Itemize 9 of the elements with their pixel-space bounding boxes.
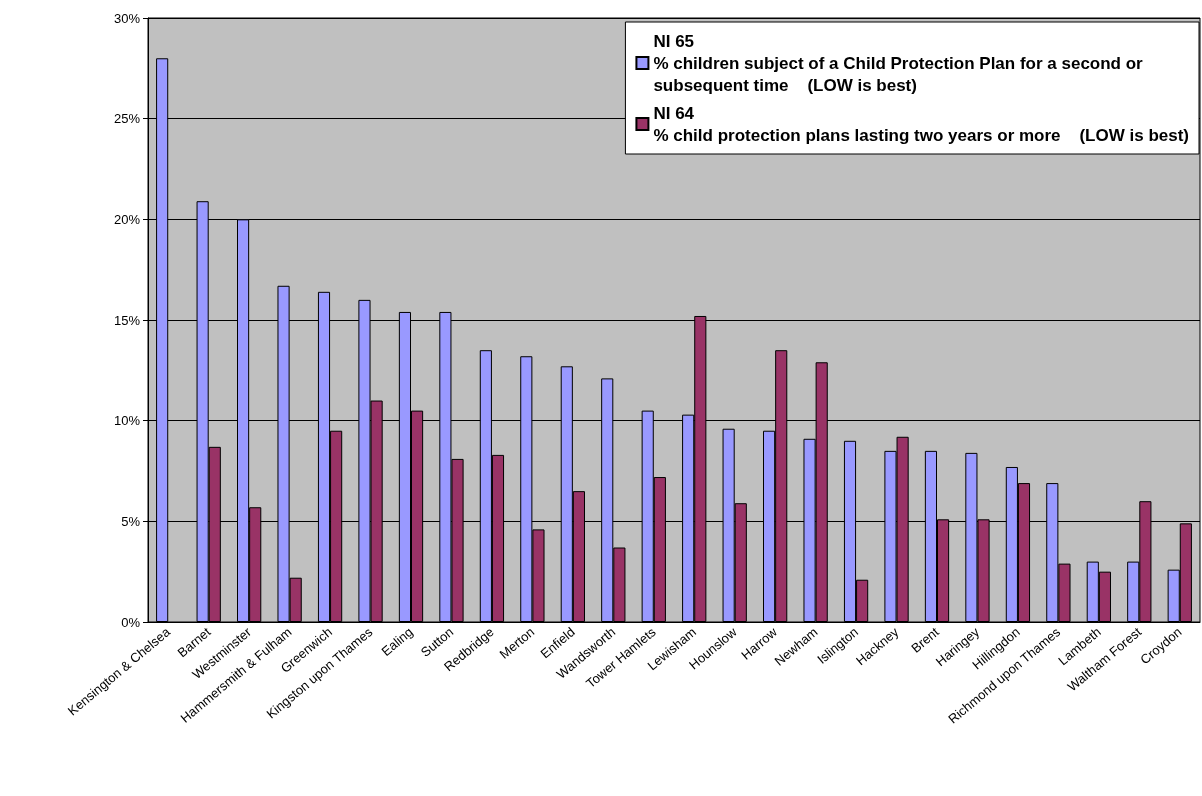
legend-label: NI 64 % child protection plans lasting two years or more (LOW is best): [653, 103, 1190, 145]
y-tick-label: 10%: [113, 413, 141, 429]
y-tick-label: 20%: [113, 211, 141, 227]
y-tick-label: 25%: [113, 111, 141, 127]
y-tick-label: 30%: [113, 10, 141, 26]
y-tick-label: 0%: [121, 614, 141, 630]
y-tick-label: 15%: [113, 312, 141, 328]
y-tick-label: 5%: [121, 513, 141, 529]
legend-label: NI 65 % children subject of a Child Protection Plan for a second or subsequent time (LOW is best): [653, 31, 1144, 95]
